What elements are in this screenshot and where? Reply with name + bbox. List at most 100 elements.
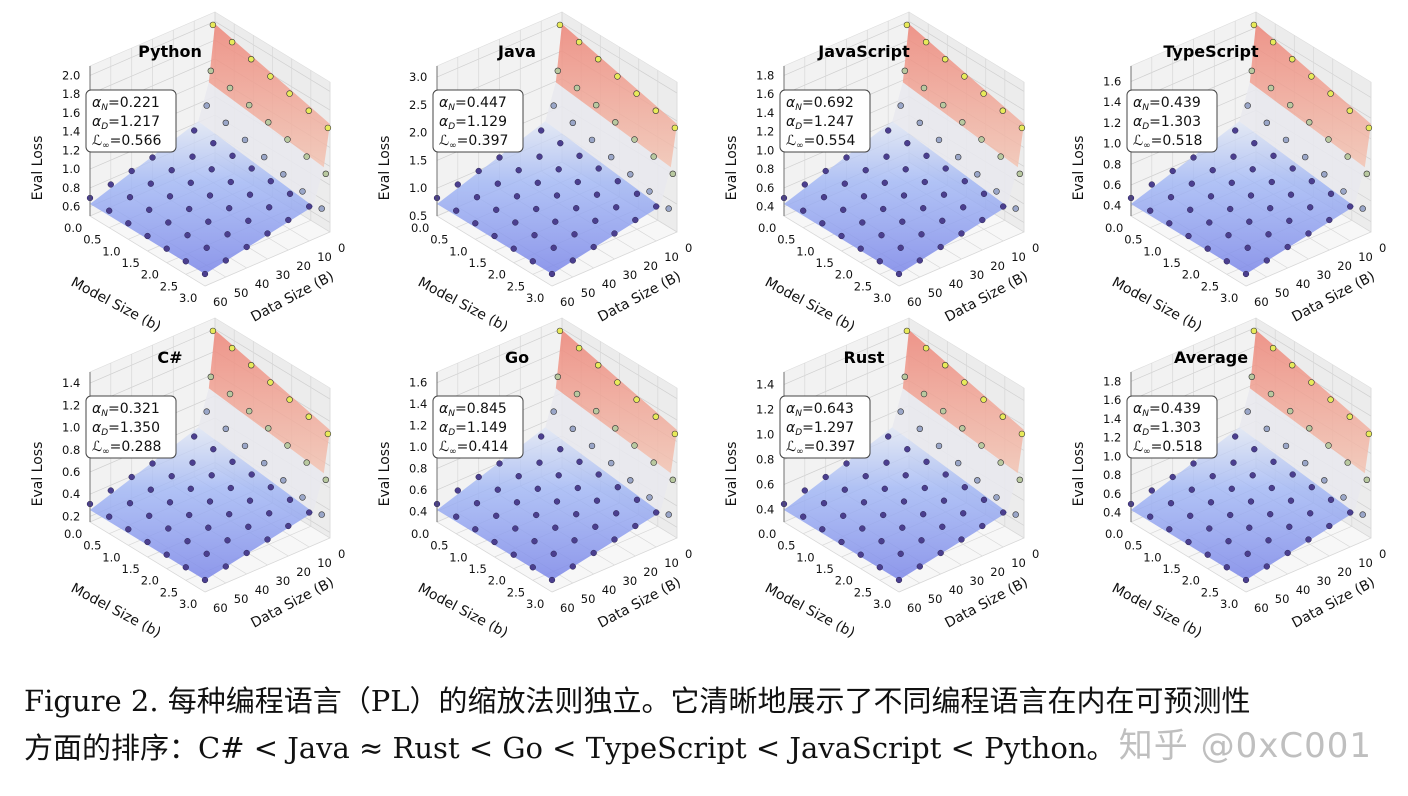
x-tick-label: 1.0 bbox=[449, 244, 467, 258]
data-point bbox=[286, 496, 294, 503]
data-point bbox=[494, 486, 501, 493]
x-tick-label: 0.5 bbox=[83, 539, 101, 553]
data-point bbox=[631, 442, 638, 449]
data-point bbox=[226, 205, 233, 212]
y-tick-label: 60 bbox=[560, 601, 575, 615]
data-point bbox=[556, 21, 564, 29]
x-tick-label: 3.0 bbox=[526, 597, 544, 611]
data-point bbox=[515, 473, 522, 480]
data-point bbox=[209, 327, 217, 335]
data-point bbox=[203, 244, 210, 251]
y-tick-label: 0 bbox=[1032, 241, 1039, 255]
data-point bbox=[916, 119, 924, 127]
data-point bbox=[1232, 433, 1239, 440]
x-axis-label: Model Size (b) bbox=[1109, 580, 1204, 641]
data-point bbox=[959, 425, 966, 432]
data-point bbox=[592, 523, 599, 530]
x-tick-label: 2.5 bbox=[854, 585, 872, 599]
data-point bbox=[899, 218, 906, 225]
z-tick-label: 0.6 bbox=[1103, 487, 1121, 501]
data-point bbox=[1287, 191, 1295, 198]
data-point bbox=[203, 408, 210, 415]
z-tick-label: 2.0 bbox=[62, 68, 80, 82]
data-point bbox=[801, 487, 808, 494]
data-point bbox=[937, 243, 944, 251]
data-point bbox=[611, 536, 618, 543]
data-point bbox=[612, 425, 619, 432]
data-point bbox=[494, 180, 501, 187]
data-point bbox=[920, 511, 927, 518]
data-point bbox=[820, 500, 828, 507]
data-point bbox=[187, 485, 194, 492]
z-tick-label: 1.2 bbox=[756, 125, 774, 139]
data-point bbox=[533, 205, 540, 213]
data-point bbox=[922, 344, 930, 352]
x-tick-label: 1.5 bbox=[469, 256, 487, 270]
data-point bbox=[496, 154, 503, 161]
data-point bbox=[106, 207, 113, 214]
data-point bbox=[588, 442, 596, 450]
data-point bbox=[1188, 486, 1195, 493]
data-point bbox=[1242, 270, 1250, 278]
x-tick-label: 2.0 bbox=[488, 574, 506, 588]
x-tick-label: 1.0 bbox=[449, 550, 467, 564]
data-point bbox=[1365, 124, 1373, 132]
data-point bbox=[222, 119, 230, 127]
z-tick-label: 0.8 bbox=[756, 162, 774, 176]
data-point bbox=[261, 459, 268, 467]
z-tick-label: 1.6 bbox=[1103, 75, 1121, 89]
y-tick-label: 20 bbox=[296, 565, 311, 579]
x-tick-label: 0.0 bbox=[64, 221, 82, 235]
y-tick-label: 20 bbox=[990, 259, 1005, 273]
y-tick-label: 20 bbox=[643, 259, 658, 273]
data-point bbox=[147, 180, 154, 187]
x-tick-label: 1.5 bbox=[122, 256, 140, 270]
data-point bbox=[556, 327, 564, 335]
data-point bbox=[631, 136, 638, 143]
data-point bbox=[897, 244, 904, 251]
panel-title: Go bbox=[505, 348, 529, 367]
z-tick-label: 1.0 bbox=[62, 421, 80, 435]
chart-panel-python: 0.60.81.01.21.41.61.82.00.00.51.01.52.02… bbox=[30, 11, 345, 335]
data-point bbox=[266, 204, 273, 211]
y-tick-label: 30 bbox=[623, 574, 638, 588]
y-tick-label: 30 bbox=[623, 268, 638, 282]
data-point bbox=[1248, 67, 1256, 75]
data-point bbox=[267, 379, 274, 386]
data-point bbox=[1363, 170, 1370, 178]
data-point bbox=[1225, 538, 1232, 545]
loss-surface-mid bbox=[892, 388, 1018, 513]
data-point bbox=[513, 499, 521, 506]
data-point bbox=[633, 90, 640, 97]
x-tick-label: 0.0 bbox=[758, 221, 776, 235]
data-point bbox=[576, 458, 583, 465]
stat-l-inf-value: 0.518 bbox=[1162, 133, 1202, 149]
y-tick-label: 10 bbox=[1011, 556, 1026, 570]
data-point bbox=[266, 510, 273, 517]
data-point bbox=[1209, 473, 1216, 480]
data-point bbox=[901, 373, 909, 381]
data-point bbox=[163, 551, 170, 558]
data-point bbox=[903, 327, 911, 335]
data-point bbox=[1263, 119, 1271, 127]
data-point bbox=[1286, 217, 1293, 224]
stat-alpha-n: αN=0.221 bbox=[92, 95, 160, 113]
data-point bbox=[840, 206, 847, 213]
data-point bbox=[590, 243, 597, 251]
data-point bbox=[897, 408, 904, 415]
stats-box-frame bbox=[1126, 395, 1218, 459]
data-point bbox=[1223, 564, 1230, 571]
data-point bbox=[149, 154, 156, 161]
data-point bbox=[1359, 511, 1366, 518]
stat-l-inf: ℒ∞=0.554 bbox=[786, 133, 856, 151]
data-point bbox=[553, 192, 561, 199]
y-tick-label: 50 bbox=[928, 592, 943, 606]
stat-alpha-n: αN=0.692 bbox=[786, 95, 854, 113]
data-point bbox=[1282, 442, 1290, 450]
data-point bbox=[182, 258, 189, 265]
data-point bbox=[1246, 524, 1253, 531]
z-tick-label: 1.6 bbox=[409, 376, 427, 390]
data-point bbox=[248, 361, 255, 369]
loss-surface-mid bbox=[198, 388, 324, 513]
